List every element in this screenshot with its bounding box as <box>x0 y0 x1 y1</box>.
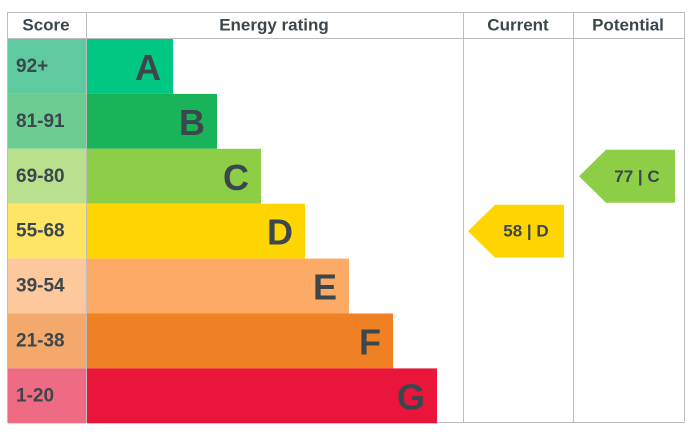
score-cell <box>8 203 86 259</box>
rating-bar <box>87 203 305 259</box>
rating-bar <box>87 148 261 204</box>
score-label: 1-20 <box>16 385 54 406</box>
score-label: 39-54 <box>16 276 65 297</box>
header: Score <box>22 16 69 35</box>
rating-letter: D <box>267 212 293 253</box>
rating-letter: A <box>135 47 161 88</box>
score-label: 81-91 <box>16 111 65 132</box>
score-cell <box>8 148 86 204</box>
rating-bar <box>87 39 173 94</box>
score-cell <box>8 258 86 314</box>
header: Potential <box>592 16 664 35</box>
score-label: 92+ <box>16 56 48 77</box>
score-cell <box>8 93 86 149</box>
potential-label: 77 | C <box>614 167 659 186</box>
current-arrow <box>468 204 564 258</box>
score-label: 55-68 <box>16 221 65 242</box>
rating-letter: G <box>397 376 425 417</box>
current-label: 58 | D <box>503 222 548 241</box>
rating-bar <box>87 258 349 314</box>
potential-arrow <box>579 149 675 203</box>
score-cell <box>8 368 86 424</box>
rating-bar <box>87 313 393 369</box>
score-label: 21-38 <box>16 330 65 351</box>
score-label: 69-80 <box>16 166 65 187</box>
rating-bar <box>87 368 437 424</box>
rating-letter: C <box>223 157 249 198</box>
header: Current <box>487 16 549 35</box>
score-cell <box>8 313 86 369</box>
rating-letter: B <box>179 102 205 143</box>
score-cell <box>8 39 86 94</box>
rating-letter: E <box>313 267 337 308</box>
rating-letter: F <box>359 321 381 362</box>
rating-bar <box>87 93 217 149</box>
header: Energy rating <box>219 16 329 35</box>
